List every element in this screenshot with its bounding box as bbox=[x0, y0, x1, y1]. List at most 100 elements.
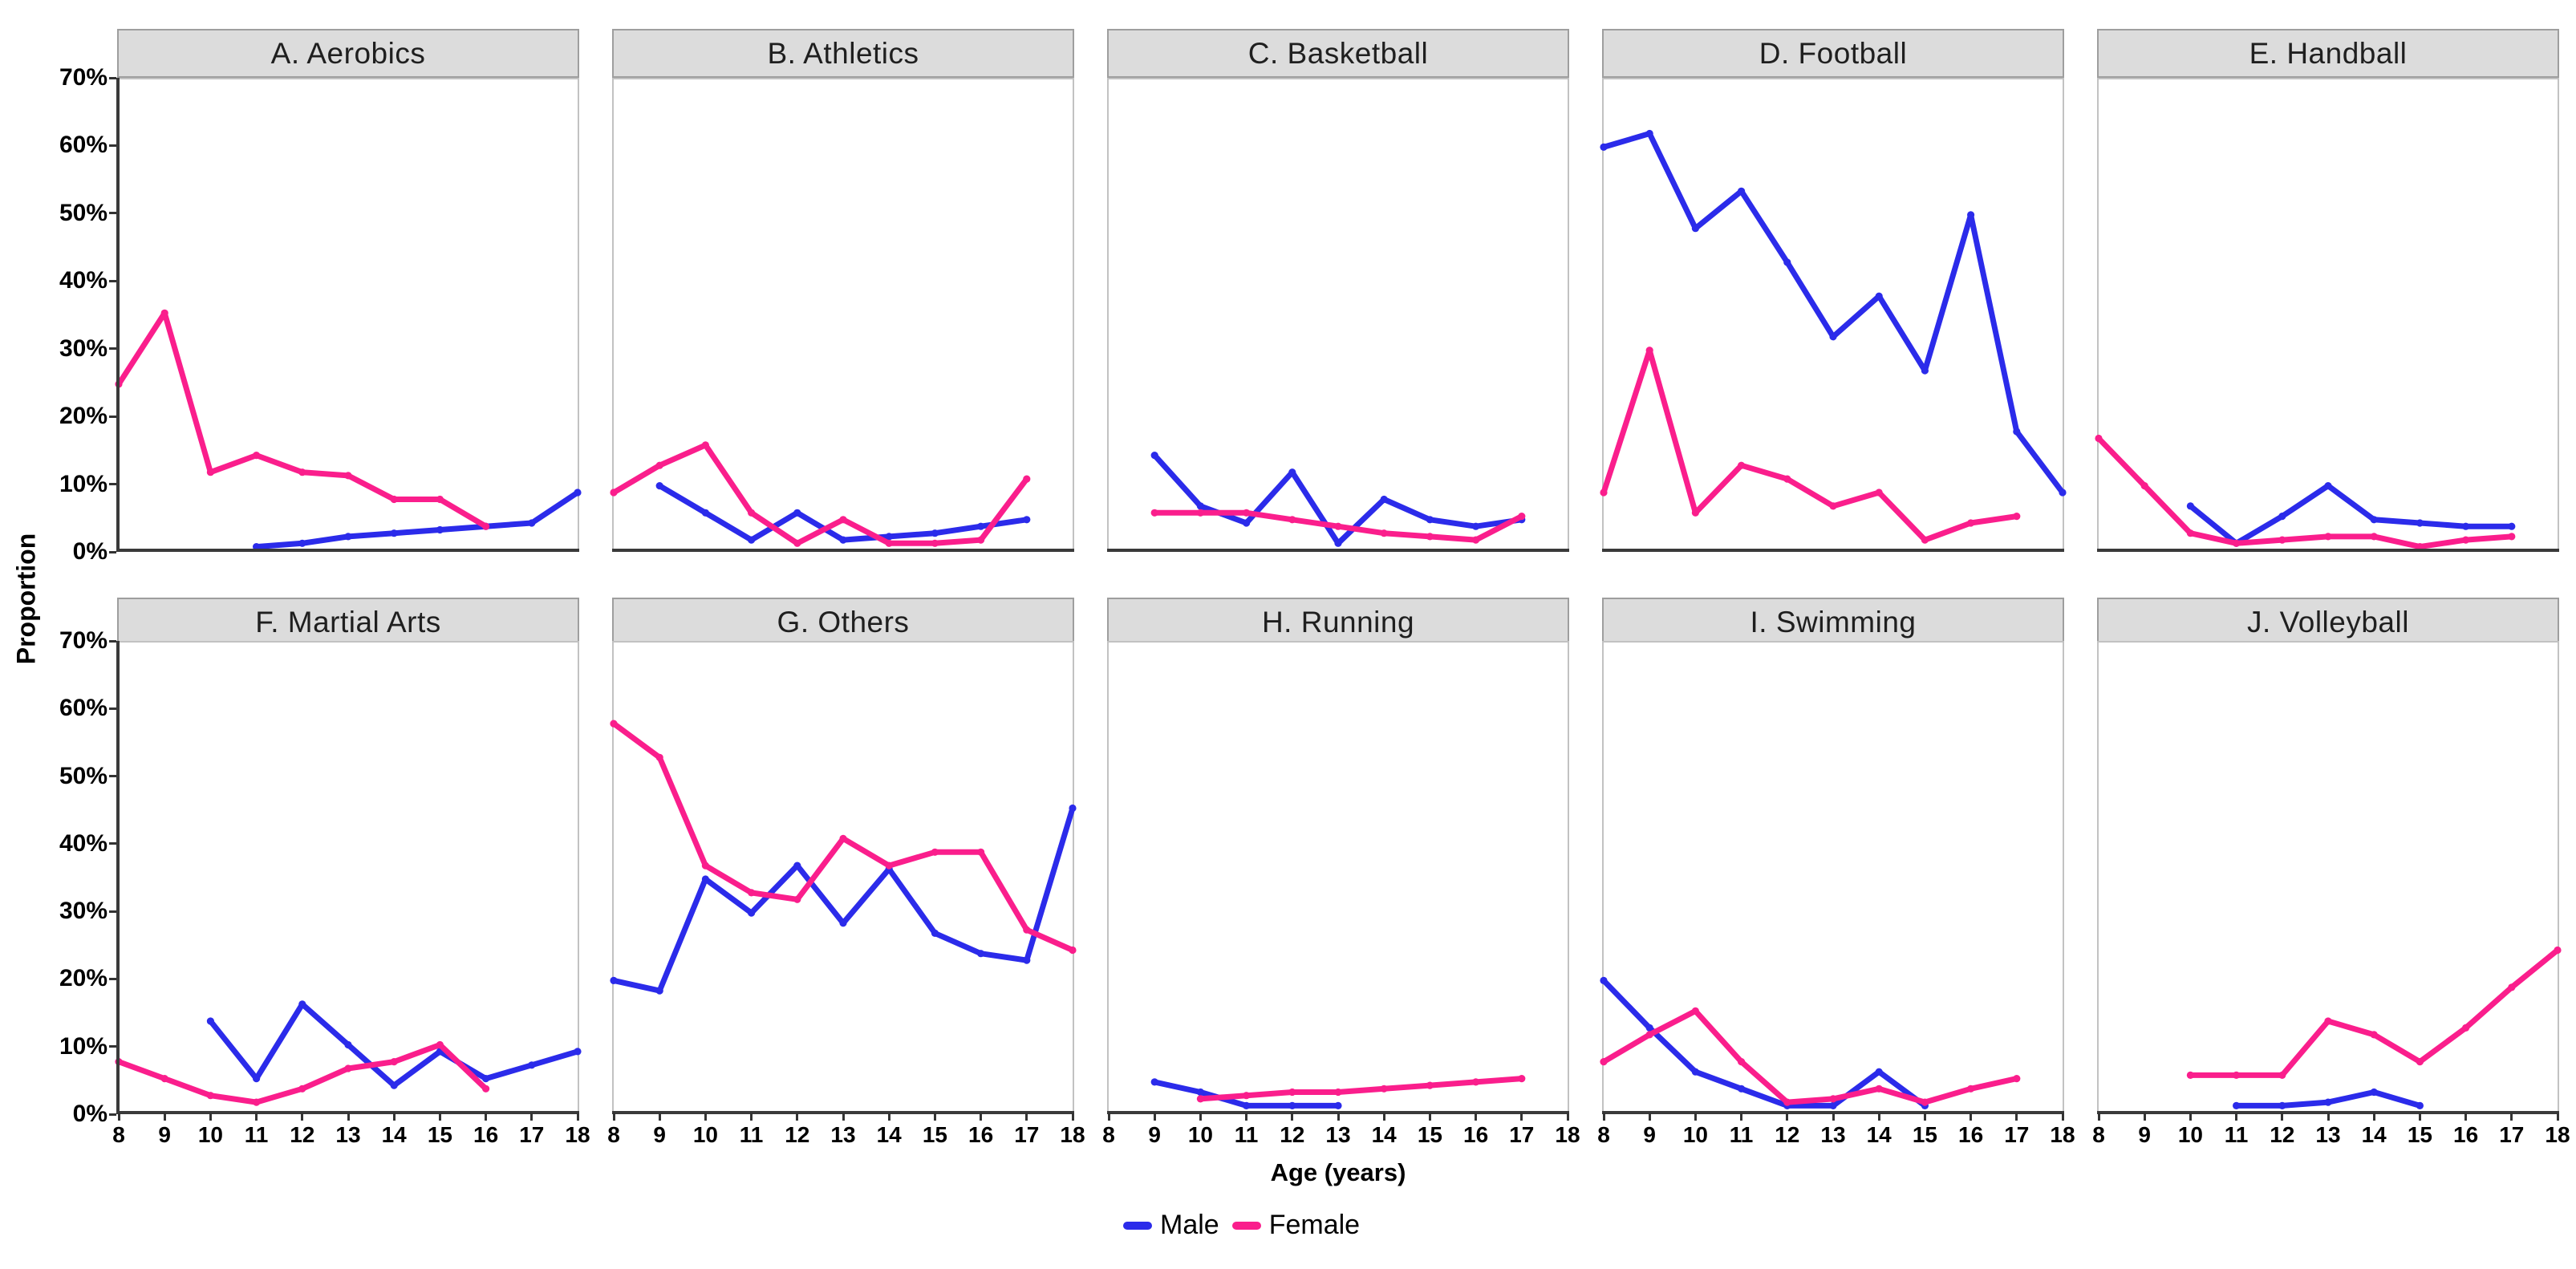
female-data-point bbox=[1472, 1078, 1480, 1086]
male-data-point bbox=[2370, 516, 2378, 524]
male-data-point bbox=[2416, 519, 2424, 527]
male-line bbox=[656, 483, 1030, 543]
female-data-point bbox=[2370, 533, 2378, 541]
female-data-point bbox=[2416, 1058, 2424, 1066]
female-data-point bbox=[1645, 1031, 1653, 1039]
female-line bbox=[2095, 436, 2515, 550]
female-data-point bbox=[1380, 529, 1388, 537]
x-tick-label: 10 bbox=[2177, 1122, 2203, 1147]
x-tick-mark bbox=[2372, 1113, 2375, 1121]
y-tick-mark bbox=[109, 415, 116, 418]
x-tick-mark bbox=[2143, 1113, 2146, 1121]
x-tick-mark bbox=[2464, 1113, 2468, 1121]
x-tick-label: 11 bbox=[2224, 1122, 2249, 1147]
female-data-point bbox=[1196, 509, 1204, 517]
female-data-point bbox=[1875, 489, 1883, 497]
facet-title: E. Handball bbox=[2249, 36, 2408, 70]
x-tick-label: 11 bbox=[244, 1122, 269, 1147]
female-data-point bbox=[2416, 543, 2424, 551]
female-data-point bbox=[1645, 347, 1653, 355]
y-tick-mark bbox=[109, 483, 116, 486]
x-tick-mark bbox=[438, 1113, 441, 1121]
male-data-point bbox=[748, 536, 756, 544]
facet-title-strip: D. Football bbox=[1602, 29, 2064, 78]
x-tick-label: 18 bbox=[1060, 1122, 1085, 1147]
x-tick-mark bbox=[2097, 1113, 2100, 1121]
female-data-point bbox=[1829, 1095, 1837, 1103]
x-axis-line bbox=[2097, 549, 2559, 552]
male-data-point bbox=[2059, 489, 2067, 497]
x-tick-mark bbox=[933, 1113, 936, 1121]
male-data-point bbox=[839, 919, 847, 927]
x-tick-mark bbox=[1520, 1113, 1523, 1121]
female-data-point bbox=[1243, 1092, 1251, 1100]
female-data-point bbox=[610, 489, 618, 497]
x-tick-mark bbox=[980, 1113, 983, 1121]
legend-item-female: Female bbox=[1231, 1210, 1360, 1241]
male-data-point bbox=[1645, 129, 1653, 138]
x-tick-mark bbox=[1382, 1113, 1385, 1121]
female-data-point bbox=[1738, 1058, 1746, 1066]
y-tick-label: 60% bbox=[59, 695, 108, 722]
female-data-point bbox=[436, 1040, 444, 1049]
x-tick-label: 12 bbox=[785, 1122, 810, 1147]
x-tick-mark bbox=[576, 1113, 579, 1121]
x-tick-mark bbox=[485, 1113, 488, 1121]
male-data-point bbox=[701, 875, 709, 883]
x-tick-label: 13 bbox=[830, 1122, 856, 1147]
facet-title-strip: G. Others bbox=[612, 598, 1074, 647]
x-tick-label: 11 bbox=[739, 1122, 764, 1147]
x-tick-label: 14 bbox=[876, 1122, 902, 1147]
male-data-point bbox=[2324, 482, 2332, 490]
y-tick-mark bbox=[109, 347, 116, 351]
x-tick-label: 8 bbox=[607, 1122, 620, 1147]
x-tick-mark bbox=[1877, 1113, 1880, 1121]
x-tick-mark bbox=[1071, 1113, 1074, 1121]
facet-plot-area bbox=[1150, 1075, 1526, 1109]
male-data-point bbox=[298, 1000, 306, 1008]
male-data-point bbox=[2278, 1101, 2286, 1109]
x-tick-label: 16 bbox=[1463, 1122, 1489, 1147]
female-line bbox=[611, 442, 1030, 546]
female-data-point bbox=[885, 539, 893, 547]
female-data-point bbox=[1426, 1081, 1434, 1089]
facet-plot-area bbox=[1600, 129, 2067, 544]
female-data-point bbox=[1334, 1088, 1342, 1097]
facet-panel bbox=[115, 641, 582, 1114]
female-data-point bbox=[253, 452, 261, 460]
female-data-point bbox=[2554, 946, 2562, 955]
female-line bbox=[1600, 1007, 2020, 1105]
male-data-point bbox=[1196, 502, 1204, 510]
male-data-point bbox=[1243, 1101, 1251, 1109]
y-axis-line bbox=[116, 78, 120, 552]
female-data-point bbox=[482, 522, 490, 530]
male-data-point bbox=[1150, 1078, 1158, 1086]
male-line bbox=[207, 1001, 581, 1089]
x-tick-label: 8 bbox=[112, 1122, 125, 1147]
facet-title-strip: A. Aerobics bbox=[117, 29, 579, 78]
x-tick-label: 12 bbox=[1775, 1122, 1800, 1147]
x-tick-label: 8 bbox=[1102, 1122, 1115, 1147]
facet-title: F. Martial Arts bbox=[255, 605, 441, 639]
x-tick-mark bbox=[842, 1113, 845, 1121]
female-data-point bbox=[1600, 1058, 1608, 1066]
x-tick-label: 14 bbox=[2361, 1122, 2387, 1147]
female-data-point bbox=[748, 509, 756, 517]
female-data-point bbox=[1069, 946, 1077, 955]
female-data-point bbox=[390, 495, 398, 504]
male-data-point bbox=[931, 929, 939, 937]
male-data-point bbox=[528, 1061, 536, 1069]
male-data-point bbox=[2013, 428, 2021, 436]
facet-panel bbox=[610, 641, 1077, 1114]
legend: Male Female bbox=[1123, 1210, 1360, 1241]
female-data-point bbox=[977, 536, 985, 544]
female-data-point bbox=[436, 495, 444, 504]
x-axis-title: Age (years) bbox=[1270, 1158, 1406, 1186]
y-tick-mark bbox=[109, 144, 116, 147]
facet-plot-area bbox=[2095, 434, 2516, 551]
female-data-point bbox=[1472, 536, 1480, 544]
y-tick-mark bbox=[109, 707, 116, 710]
y-tick-label: 10% bbox=[59, 1032, 108, 1060]
x-tick-mark bbox=[392, 1113, 396, 1121]
x-tick-label: 12 bbox=[1280, 1122, 1305, 1147]
